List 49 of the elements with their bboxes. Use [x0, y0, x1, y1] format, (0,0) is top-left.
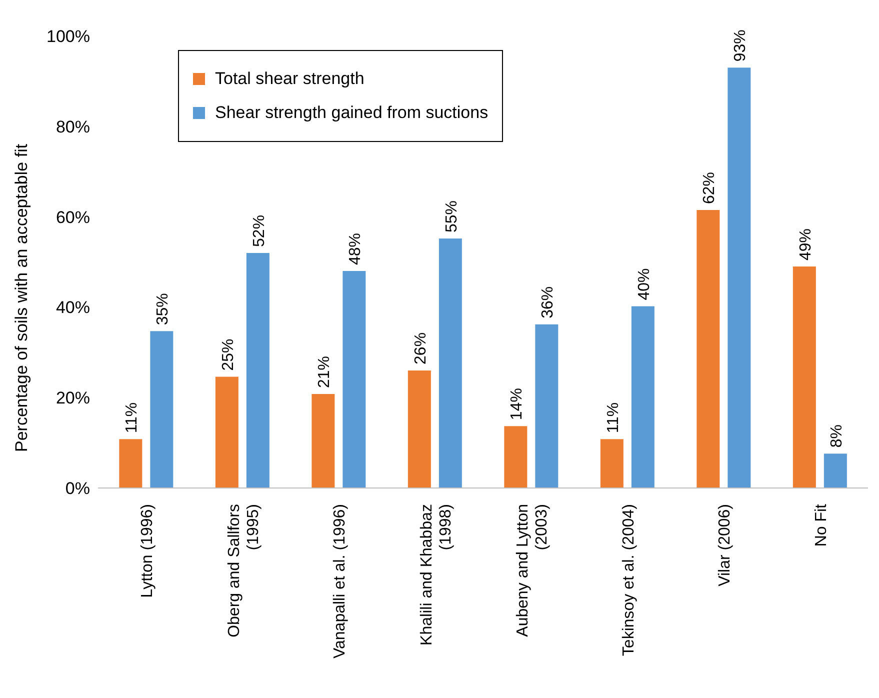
- data-label: 55%: [443, 200, 460, 232]
- y-tick-label: 40%: [56, 298, 90, 318]
- data-label: 26%: [412, 332, 430, 364]
- bar: [696, 210, 720, 488]
- y-tick-label: 80%: [56, 117, 90, 136]
- x-tick-label: Vilar (2006): [716, 504, 734, 586]
- x-tick-label: Khalili and Khabbaz (1998): [418, 504, 454, 646]
- y-axis-title: Percentage of soils with an acceptable fit: [12, 144, 32, 452]
- legend-label: Shear strength gained from suctions: [215, 103, 488, 123]
- data-label: 25%: [220, 338, 237, 371]
- bar: [600, 439, 624, 488]
- data-label: 21%: [316, 356, 334, 388]
- bar: [215, 376, 238, 488]
- data-label: 52%: [250, 214, 268, 247]
- bar: [150, 331, 174, 488]
- data-label: 35%: [154, 293, 172, 326]
- data-label: 40%: [636, 268, 653, 300]
- y-tick-label: 60%: [56, 208, 90, 227]
- data-label: 48%: [347, 233, 364, 266]
- data-label: 14%: [508, 388, 526, 420]
- data-label: 11%: [124, 402, 141, 434]
- bar: [504, 426, 528, 488]
- bar: [342, 271, 366, 488]
- data-label: 62%: [701, 172, 718, 204]
- bar: [312, 394, 335, 488]
- bar: [824, 454, 847, 488]
- bar: [728, 68, 751, 488]
- y-tick-label: 0%: [65, 479, 90, 498]
- x-tick-label: Lytton (1996): [139, 504, 156, 598]
- data-label: 93%: [732, 30, 750, 62]
- bar: [535, 324, 558, 488]
- x-tick-label: Aubeny and Lytton (2003): [514, 504, 551, 637]
- data-label: 36%: [540, 286, 557, 318]
- bar: [119, 439, 142, 488]
- bar: [408, 370, 431, 488]
- y-tick-label: 20%: [56, 388, 90, 408]
- bar: [792, 266, 816, 488]
- bar: [438, 238, 462, 488]
- y-tick-label: 100%: [46, 27, 90, 46]
- x-tick-label: Vanapalli et al. (1996): [332, 504, 349, 658]
- data-label: 8%: [828, 424, 846, 448]
- x-tick-label: Oberg and Sallfors (1995): [226, 504, 262, 638]
- bar: [631, 306, 654, 488]
- bar: [246, 252, 270, 488]
- data-label: 11%: [604, 402, 622, 434]
- legend-label: Total shear strength: [215, 69, 364, 89]
- data-label: 49%: [797, 228, 814, 261]
- x-tick-label: No Fit: [812, 503, 830, 547]
- x-tick-label: Tekinsoy et al. (2004): [620, 504, 638, 656]
